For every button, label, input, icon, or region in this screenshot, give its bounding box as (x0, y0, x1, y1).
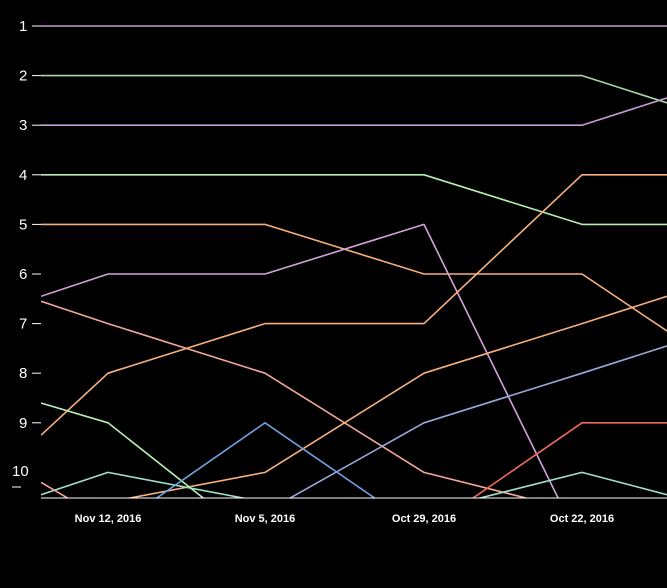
series-line-15 (41, 481, 70, 498)
series-line-4 (41, 174, 667, 226)
y-axis: 1 2 3 4 5 6 7 8 9 10 (12, 18, 41, 488)
series-line-8 (41, 300, 530, 498)
series-line-2 (41, 74, 667, 104)
series-layer (41, 25, 667, 498)
y-tick-label-4: 4 (19, 167, 27, 184)
y-tick-label-1: 1 (19, 18, 27, 35)
x-axis: Nov 12, 2016 Nov 5, 2016 Oct 29, 2016 Oct 2… (75, 513, 614, 525)
y-tick-label-8: 8 (19, 365, 27, 382)
x-tick-label-4: Oct 22, 2016 (550, 513, 614, 525)
y-tick-label-3: 3 (19, 117, 27, 134)
y-tick-label-10: 10 (12, 463, 29, 480)
series-line-6 (41, 223, 559, 498)
series-line-12 (41, 471, 667, 498)
series-line-14 (155, 421, 377, 498)
x-tick-label-3: Oct 29, 2016 (392, 513, 456, 525)
x-tick-label-1: Nov 12, 2016 (75, 513, 142, 525)
series-line-3 (41, 97, 667, 126)
series-line-9 (125, 295, 667, 498)
y-tick-label-5: 5 (19, 216, 27, 233)
y-tick-label-7: 7 (19, 316, 27, 333)
y-tick-label-6: 6 (19, 266, 27, 283)
x-tick-label-2: Nov 5, 2016 (235, 513, 296, 525)
series-line-5 (41, 223, 667, 332)
y-tick-label-2: 2 (19, 68, 27, 85)
series-line-10 (288, 345, 667, 498)
series-line-13 (471, 421, 667, 498)
series-line-7 (41, 174, 667, 436)
series-line-11 (41, 402, 205, 498)
y-tick-label-9: 9 (19, 415, 27, 432)
